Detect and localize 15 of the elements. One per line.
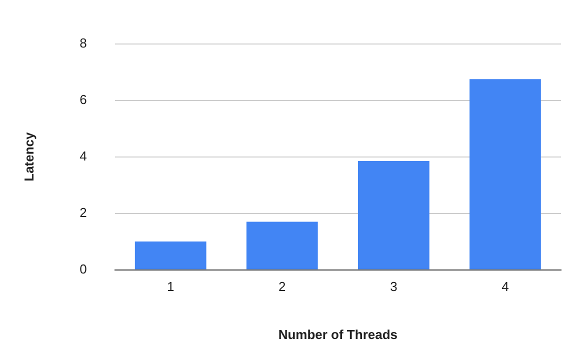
bar (358, 161, 430, 270)
x-tick-label: 3 (390, 279, 398, 294)
x-tick-label: 4 (502, 279, 509, 294)
y-axis-title: Latency (21, 131, 36, 182)
bar (470, 79, 541, 270)
y-tick-label: 6 (80, 92, 87, 107)
x-tick-label: 2 (278, 279, 286, 294)
bar (134, 242, 206, 270)
x-tick-label: 1 (166, 279, 174, 294)
x-axis-title: Number of Threads (278, 326, 398, 342)
bar (246, 222, 318, 270)
y-tick-label: 2 (80, 204, 87, 220)
y-tick-label: 0 (80, 261, 87, 276)
y-tick-label: 8 (80, 35, 87, 50)
y-tick-label: 4 (80, 148, 87, 164)
